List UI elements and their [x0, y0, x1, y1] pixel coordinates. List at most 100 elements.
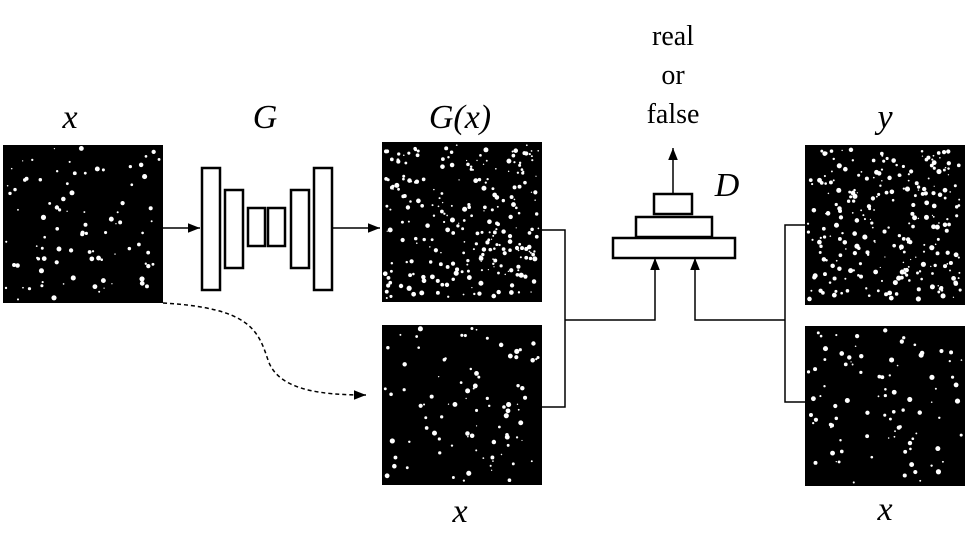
speckle: [870, 455, 874, 459]
speckle: [851, 212, 854, 214]
speckle: [511, 202, 516, 207]
speckle: [389, 294, 393, 298]
speckle: [812, 421, 815, 425]
speckle: [817, 239, 822, 245]
speckle: [880, 168, 884, 171]
speckle: [488, 404, 491, 408]
speckle: [17, 208, 19, 211]
speckle: [871, 226, 874, 229]
speckle: [902, 473, 907, 478]
speckle: [518, 161, 522, 165]
speckle: [440, 282, 445, 287]
speckle: [926, 155, 931, 160]
speckle: [514, 348, 520, 354]
speckle: [68, 248, 74, 253]
speckle: [478, 256, 484, 261]
speckle: [924, 200, 930, 206]
speckle: [404, 161, 408, 165]
speckle: [475, 231, 480, 236]
speckle: [825, 259, 828, 262]
speckle: [537, 227, 540, 230]
speckle: [68, 160, 71, 163]
speckle: [524, 255, 529, 260]
speckle: [405, 260, 408, 264]
speckle: [863, 217, 867, 221]
speckle: [859, 370, 863, 374]
speckle: [931, 214, 934, 217]
speckle: [923, 191, 928, 196]
speckle: [949, 269, 951, 272]
speckle: [393, 455, 398, 460]
output-text: false: [647, 99, 700, 130]
speckle: [12, 262, 17, 267]
label: D: [714, 167, 740, 204]
speckle: [519, 256, 522, 259]
speckle: [466, 263, 469, 266]
speckle: [27, 287, 32, 291]
speckle: [451, 277, 455, 282]
speckle: [445, 227, 451, 233]
speckle: [903, 449, 908, 454]
speckle: [494, 195, 500, 200]
disc-layer: [634, 215, 714, 239]
speckle: [947, 222, 951, 227]
speckle: [823, 385, 826, 388]
speckle: [401, 194, 406, 199]
speckle: [459, 381, 463, 385]
speckle: [516, 264, 521, 269]
speckle: [879, 184, 882, 187]
speckle: [517, 408, 520, 411]
speckle: [956, 163, 961, 168]
speckle: [897, 234, 901, 238]
speckle: [476, 159, 478, 162]
speckle: [909, 447, 912, 451]
speckle: [416, 149, 420, 153]
speckle: [507, 239, 513, 244]
speckle: [150, 220, 153, 223]
speckle: [467, 205, 471, 210]
speckle: [860, 171, 863, 173]
speckle: [114, 253, 116, 255]
speckle: [127, 246, 132, 251]
speckle: [898, 244, 904, 250]
speckle: [917, 410, 922, 415]
speckle: [933, 185, 935, 187]
speckle: [879, 266, 881, 269]
speckle: [460, 333, 464, 337]
speckle: [462, 251, 466, 255]
speckle: [421, 278, 427, 284]
speckle: [939, 156, 941, 159]
speckle: [455, 267, 460, 272]
speckle: [500, 453, 503, 456]
speckle: [504, 273, 507, 276]
speckle: [872, 176, 875, 179]
speckle: [895, 163, 898, 167]
label: G: [253, 99, 278, 136]
speckle: [855, 334, 860, 339]
speckle: [838, 209, 843, 214]
speckle: [873, 209, 875, 211]
speckle: [477, 375, 481, 379]
speckle: [943, 264, 948, 269]
speckle: [824, 182, 827, 185]
speckle: [487, 269, 490, 271]
speckle: [406, 285, 412, 291]
speckle: [943, 196, 947, 200]
speckle: [455, 144, 458, 147]
speckle: [54, 205, 60, 210]
speckle: [536, 355, 540, 359]
speckle: [496, 205, 499, 208]
speckle: [907, 440, 913, 446]
speckle: [932, 162, 935, 164]
speckle: [31, 158, 34, 162]
speckle: [386, 275, 391, 280]
speckle: [529, 251, 532, 254]
speckle: [115, 223, 117, 225]
speckle: [867, 294, 871, 297]
speckle: [911, 224, 915, 229]
speckle: [507, 234, 513, 239]
speckle: [901, 236, 906, 241]
speckle: [813, 417, 819, 422]
speckle: [830, 170, 833, 173]
speckle: [473, 292, 476, 296]
